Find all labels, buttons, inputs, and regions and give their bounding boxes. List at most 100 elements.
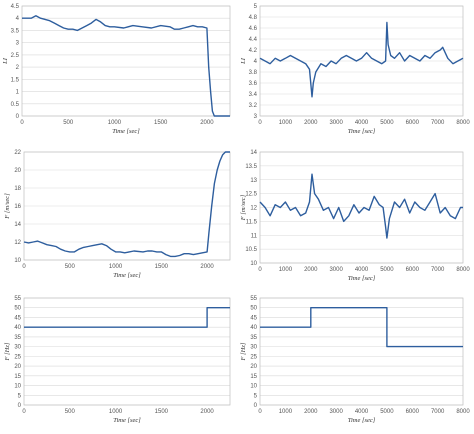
x-tick-label: 1000 <box>108 120 122 126</box>
y-axis-label: LI <box>2 57 9 65</box>
y-tick-label: 3 <box>254 114 258 120</box>
y-tick-label: 10 <box>14 384 21 390</box>
y-tick-label: 12 <box>250 206 257 212</box>
chart-panel-top-left: 0 0.5 1 1.5 2 2.5 3 3.5 4 4.5 0 500 1000 1500 2000 Time… <box>2 4 231 135</box>
x-tick-label: 0 <box>258 267 262 273</box>
x-tick-label: 5000 <box>380 267 394 273</box>
x-tick-label: 2000 <box>200 409 214 415</box>
y-tick-label: 3.4 <box>249 92 258 98</box>
y-tick-label: 50 <box>14 306 21 312</box>
y-tick-label: 11.5 <box>246 219 258 225</box>
x-tick-label: 1500 <box>155 409 169 415</box>
y-tick-label: 55 <box>14 296 21 302</box>
x-tick-label: 3000 <box>329 267 343 273</box>
x-tick-label: 5000 <box>380 409 394 415</box>
x-tick-label: 4000 <box>355 120 369 126</box>
x-tick-label: 0 <box>20 120 24 126</box>
y-tick-label: 0 <box>16 114 20 120</box>
y-tick-label: 45 <box>250 315 257 321</box>
y-tick-label: 25 <box>14 354 21 360</box>
y-tick-label: 30 <box>250 345 257 351</box>
y-tick-label: 4.6 <box>249 26 258 32</box>
y-tick-label: 13.5 <box>245 164 257 170</box>
chart-panel-bottom-right: 0 5 10 15 20 25 30 35 40 45 50 55 0 1000 2000 3000 4000 5… <box>240 296 470 424</box>
y-tick-label: 22 <box>14 150 21 156</box>
y-tick-label: 18 <box>14 186 21 192</box>
y-tick-label: 5 <box>18 393 22 399</box>
x-tick-label: 2000 <box>304 267 318 273</box>
y-tick-label: 13 <box>250 178 257 184</box>
y-axis-label: F [Hz] <box>4 342 11 361</box>
plot-frame <box>259 5 464 117</box>
y-tick-label: 4.5 <box>11 4 20 10</box>
y-tick-label: 12 <box>14 240 21 246</box>
y-tick-label: 14 <box>250 150 257 156</box>
chart-panel-bottom-left: 0 5 10 15 20 25 30 35 40 45 50 55 0 500 1000 1500 2000 Ti… <box>4 296 231 424</box>
series-line <box>259 21 464 98</box>
y-tick-label: 10 <box>250 261 257 267</box>
x-tick-label: 2000 <box>304 409 318 415</box>
y-tick-label: 15 <box>14 374 21 380</box>
x-tick-label: 1500 <box>155 264 169 270</box>
y-tick-label: 1 <box>16 90 20 96</box>
y-tick-label: 20 <box>14 168 21 174</box>
y-tick-label: 40 <box>14 325 21 331</box>
x-tick-label: 7000 <box>431 267 445 273</box>
y-tick-label: 5 <box>254 393 258 399</box>
x-tick-label: 1000 <box>279 409 293 415</box>
y-axis-label: LI <box>240 57 247 65</box>
x-tick-label: 8000 <box>456 267 470 273</box>
x-tick-label: 7000 <box>431 409 445 415</box>
y-tick-label: 0 <box>254 403 258 409</box>
y-tick-label: 2 <box>16 65 20 71</box>
y-tick-label: 4 <box>254 59 258 65</box>
y-axis-label: F [m/sec] <box>240 194 247 221</box>
y-tick-label: 40 <box>250 325 257 331</box>
x-tick-label: 1500 <box>154 120 168 126</box>
x-tick-label: 1000 <box>109 264 123 270</box>
x-tick-label: 2000 <box>200 120 214 126</box>
x-tick-label: 2000 <box>304 120 318 126</box>
plot-frame <box>23 297 231 406</box>
series-line <box>259 173 463 239</box>
chart-panel-middle-right: 10 10.5 11 11.5 12 12.5 13 13.5 14 0 1000 2000 3000 4… <box>240 150 470 282</box>
y-tick-label: 5 <box>254 4 258 10</box>
y-tick-label: 4.2 <box>249 48 258 54</box>
x-tick-label: 4000 <box>355 409 369 415</box>
x-tick-label: 1000 <box>279 120 293 126</box>
x-axis-label: Time [sec] <box>112 128 140 135</box>
y-tick-label: 35 <box>250 335 257 341</box>
plot-frame <box>259 297 464 406</box>
y-tick-label: 3.8 <box>249 70 258 76</box>
x-axis-label: Time [sec] <box>113 272 141 279</box>
x-tick-label: 500 <box>65 409 76 415</box>
y-tick-label: 20 <box>14 364 21 370</box>
y-axis-label: F [Hz] <box>240 342 247 361</box>
x-axis-label: Time [sec] <box>113 417 141 424</box>
x-tick-label: 0 <box>258 120 262 126</box>
x-tick-label: 500 <box>63 120 74 126</box>
x-tick-label: 1000 <box>109 409 123 415</box>
x-tick-label: 4000 <box>355 267 369 273</box>
chart-panel-top-right: 3 3.2 3.4 3.6 3.8 4 4.2 4.4 4.6 4.8 5 0 1000 2000 3000… <box>240 4 470 135</box>
x-tick-label: 3000 <box>329 409 343 415</box>
x-axis-label: Time [sec] <box>348 128 376 135</box>
y-tick-label: 30 <box>14 345 21 351</box>
x-tick-label: 7000 <box>431 120 445 126</box>
x-tick-label: 1000 <box>279 267 293 273</box>
x-axis-label: Time [sec] <box>348 417 376 424</box>
y-tick-label: 3.5 <box>11 28 20 34</box>
y-tick-label: 3.6 <box>249 81 258 87</box>
x-tick-label: 6000 <box>406 267 420 273</box>
y-tick-label: 45 <box>14 315 21 321</box>
y-tick-label: 4.8 <box>249 15 258 21</box>
y-tick-label: 3 <box>16 41 20 47</box>
y-tick-label: 4 <box>16 16 20 22</box>
y-tick-label: 55 <box>250 296 257 302</box>
y-tick-label: 25 <box>250 354 257 360</box>
y-tick-label: 4.4 <box>249 37 258 43</box>
series-line <box>260 307 463 348</box>
chart-panel-middle-left: 10 12 14 16 18 20 22 0 500 1000 1500 2000 Time [sec]… <box>4 150 231 279</box>
x-tick-label: 3000 <box>329 120 343 126</box>
